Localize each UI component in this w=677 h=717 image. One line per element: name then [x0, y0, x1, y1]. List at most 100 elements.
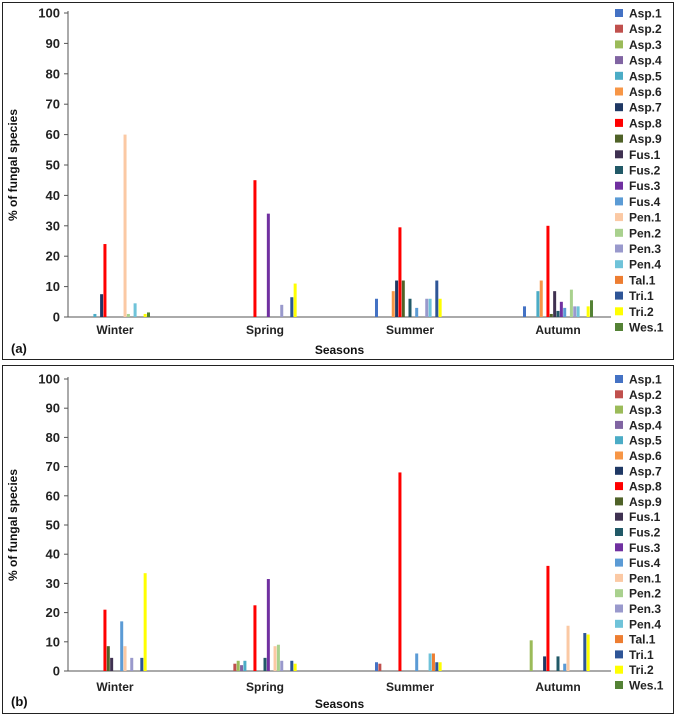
legend-label: Asp.8 [629, 116, 662, 130]
legend-label: Tal.1 [629, 273, 656, 287]
x-tick-label: Spring [246, 680, 284, 694]
bar-asp8-autumn [546, 225, 550, 317]
legend-swatch [615, 181, 623, 190]
bar-asp8-summer [398, 472, 402, 671]
legend-swatch [615, 650, 623, 659]
bar-pen2-spring [276, 644, 280, 671]
bar-asp7-autumn [543, 656, 547, 671]
legend-label: Wes.1 [629, 321, 664, 335]
bar-pen4-summer [428, 298, 432, 317]
bar-asp7-winter [100, 294, 104, 317]
y-tick-label: 20 [46, 249, 60, 264]
chart-panel-b: 0 10 20 30 40 50 60 70 80 90 100 % of fungal specie… [2, 365, 674, 714]
legend-swatch [615, 436, 623, 445]
legend-swatch [615, 589, 623, 598]
bar-fus2-summer [408, 298, 412, 317]
bar-asp2-spring [233, 663, 237, 671]
bar-asp2-summer [378, 663, 382, 671]
bar-pen4-winter [133, 303, 137, 317]
y-tick-label: 100 [38, 372, 60, 387]
legend-label: Fus.1 [629, 148, 661, 162]
bar-wes1-winter [147, 312, 150, 317]
bar-asp5-spring [243, 660, 247, 671]
legend-label: Pen.3 [629, 602, 661, 616]
legend-swatch [615, 466, 623, 475]
legend-label: Asp.2 [629, 388, 662, 402]
legend-label: Asp.4 [629, 54, 662, 68]
bar-asp8-summer [398, 227, 402, 317]
bar-tri1-summer [435, 662, 439, 671]
bar-asp8-winter [103, 244, 107, 317]
legend-swatch [615, 451, 623, 460]
y-tick-label: 90 [46, 401, 60, 416]
panel-label: (a) [11, 341, 27, 356]
legend-label: Asp.4 [629, 418, 662, 432]
legend-label: Pen.1 [629, 211, 661, 225]
legend-swatch [615, 558, 623, 567]
legend-label: Tal.1 [629, 633, 656, 647]
y-tick-label: 30 [46, 576, 60, 591]
legend-label: Tri.1 [629, 648, 654, 662]
bar-pen3-winter [130, 657, 134, 671]
x-tick-label: Autumn [535, 323, 580, 337]
legend-swatch [615, 118, 623, 127]
legend-swatch [615, 323, 623, 331]
legend-swatch [615, 405, 623, 414]
y-tick-label: 80 [46, 66, 60, 81]
y-tick-label: 90 [46, 36, 60, 51]
legend-swatch [615, 150, 623, 159]
legend-label: Asp.5 [629, 69, 662, 83]
legend-swatch [615, 635, 623, 644]
legend-label: Asp.6 [629, 85, 662, 99]
legend-label: Asp.5 [629, 434, 662, 448]
legend-label: Asp.7 [629, 464, 662, 478]
bar-fus2-autumn [556, 656, 560, 671]
bar-asp6-summer [391, 291, 395, 317]
y-tick-label: 0 [53, 664, 60, 679]
x-tick-label: Summer [386, 680, 434, 694]
legend-label: Asp.3 [629, 38, 662, 52]
bar-fus1-winter [110, 657, 114, 671]
legend-swatch [615, 528, 623, 536]
x-tick-label: Autumn [535, 680, 580, 694]
chart-panel-a: 0 10 20 30 40 50 60 70 80 90 100 % of fungal specie… [2, 2, 674, 360]
bar-asp1-autumn [523, 306, 526, 317]
y-tick-label: 70 [46, 459, 60, 474]
bar-asp9-autumn [549, 313, 553, 317]
bar-asp3-autumn [529, 640, 533, 671]
bar-asp6-autumn [539, 280, 543, 317]
bar-asp5-winter [93, 313, 97, 317]
bar-tri1-spring [290, 297, 294, 317]
bar-asp8-spring [253, 605, 257, 671]
bar-asp9-summer [401, 280, 405, 317]
legend-swatch [615, 307, 623, 316]
bar-fus3-autumn [559, 301, 563, 317]
legend-swatch [615, 512, 623, 521]
legend-swatch [615, 291, 623, 300]
bar-tri2-spring [293, 663, 297, 671]
y-tick-label: 10 [46, 279, 60, 294]
legend-swatch [615, 619, 623, 628]
y-tick-label: 70 [46, 97, 60, 112]
legend-swatch [615, 134, 623, 143]
legend-label: Pen.1 [629, 571, 661, 585]
chart-a-canvas: 0 10 20 30 40 50 60 70 80 90 100 % of fungal specie… [6, 6, 664, 358]
legend-swatch [615, 40, 623, 49]
bar-pen3-spring [280, 304, 284, 317]
legend-swatch [615, 543, 623, 552]
legend-label: Asp.8 [629, 480, 662, 494]
y-axis-title: % of fungal species [6, 469, 20, 581]
y-tick-label: 80 [46, 430, 60, 445]
bar-fus3-spring [266, 579, 270, 671]
y-tick-label: 100 [38, 6, 60, 21]
x-tick-label: Spring [246, 323, 284, 337]
legend-swatch [615, 482, 623, 491]
bar-tri2-summer [438, 662, 442, 671]
legend-label: Pen.4 [629, 617, 661, 631]
bar-pen3-summer [425, 298, 429, 317]
legend-swatch [615, 390, 623, 399]
bar-pen3-spring [280, 660, 284, 671]
y-tick-label: 50 [46, 518, 60, 533]
legend-label: Tri.2 [629, 663, 654, 677]
bar-tri2-autumn [586, 634, 590, 671]
